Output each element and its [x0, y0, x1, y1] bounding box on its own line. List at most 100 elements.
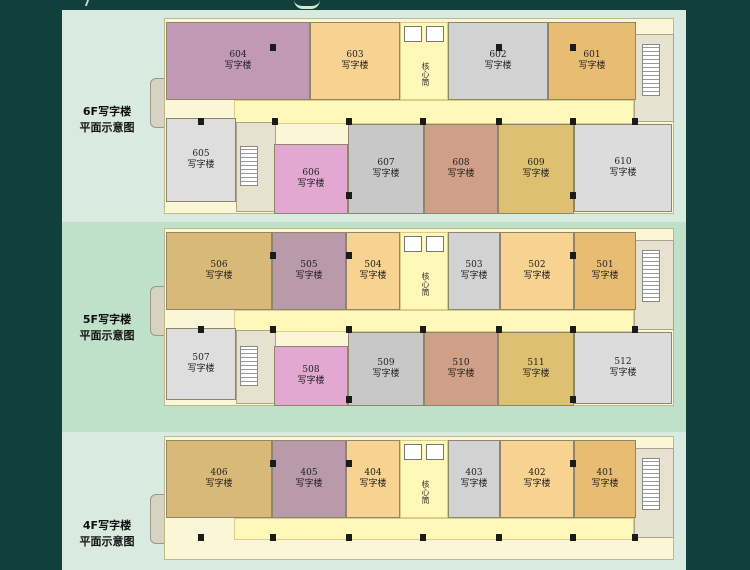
column — [496, 534, 502, 541]
unit-number: 405 — [300, 468, 318, 478]
corridor — [234, 100, 634, 124]
top-ornament-center — [294, 0, 320, 9]
unit-type: 写字楼 — [460, 271, 488, 281]
column — [632, 534, 638, 541]
unit-number: 608 — [452, 158, 470, 168]
unit-509[interactable]: 509 写字楼 — [348, 332, 424, 406]
column — [346, 252, 352, 259]
column — [570, 396, 576, 403]
west-stair — [240, 346, 258, 386]
unit-number: 607 — [377, 158, 395, 168]
column — [570, 44, 576, 51]
unit-404[interactable]: 404 写字楼 — [346, 440, 400, 518]
unit-type: 写字楼 — [295, 479, 323, 489]
unit-505[interactable]: 505 写字楼 — [272, 232, 346, 310]
column — [270, 44, 276, 51]
unit-502[interactable]: 502 写字楼 — [500, 232, 574, 310]
unit-type: 写字楼 — [205, 479, 233, 489]
unit-number: 503 — [465, 260, 483, 270]
corridor — [234, 518, 634, 540]
column — [346, 192, 352, 199]
unit-603[interactable]: 603 写字楼 — [310, 22, 400, 100]
unit-number: 605 — [192, 149, 210, 159]
unit-type: 写字楼 — [591, 271, 619, 281]
unit-601[interactable]: 601 写字楼 — [548, 22, 636, 100]
unit-608[interactable]: 608 写字楼 — [424, 124, 498, 214]
column — [270, 252, 276, 259]
unit-type: 写字楼 — [205, 271, 233, 281]
unit-402[interactable]: 402 写字楼 — [500, 440, 574, 518]
unit-401[interactable]: 401 写字楼 — [574, 440, 636, 518]
unit-508[interactable]: 508 写字楼 — [274, 346, 348, 406]
floor-label-6f: 6F写字楼 平面示意图 — [62, 104, 152, 136]
unit-type: 写字楼 — [295, 271, 323, 281]
column — [496, 44, 502, 51]
unit-number: 401 — [596, 468, 614, 478]
east-stair — [642, 44, 660, 96]
unit-type: 写字楼 — [609, 168, 637, 178]
unit-type: 写字楼 — [341, 61, 369, 71]
unit-510[interactable]: 510 写字楼 — [424, 332, 498, 406]
unit-type: 写字楼 — [372, 169, 400, 179]
unit-type: 写字楼 — [609, 368, 637, 378]
column — [570, 534, 576, 541]
column — [632, 326, 638, 333]
unit-504[interactable]: 504 写字楼 — [346, 232, 400, 310]
unit-number: 403 — [465, 468, 483, 478]
unit-type: 写字楼 — [591, 479, 619, 489]
floor-plan-6f: 604 写字楼 603 写字楼 核心筒 602 写字楼 601 写字楼 605 … — [150, 18, 674, 214]
unit-number: 609 — [527, 158, 545, 168]
unit-number: 406 — [210, 468, 228, 478]
unit-type: 写字楼 — [187, 364, 215, 374]
unit-405[interactable]: 405 写字楼 — [272, 440, 346, 518]
column — [270, 460, 276, 467]
unit-606[interactable]: 606 写字楼 — [274, 144, 348, 214]
lobby-label: 核心筒 — [421, 62, 430, 86]
unit-type: 写字楼 — [522, 169, 550, 179]
unit-403[interactable]: 403 写字楼 — [448, 440, 500, 518]
unit-507[interactable]: 507 写字楼 — [166, 328, 236, 400]
unit-604[interactable]: 604 写字楼 — [166, 22, 310, 100]
column — [420, 534, 426, 541]
unit-609[interactable]: 609 写字楼 — [498, 124, 574, 214]
elevator-shaft — [404, 236, 422, 252]
unit-number: 404 — [364, 468, 382, 478]
column — [632, 118, 638, 125]
unit-607[interactable]: 607 写字楼 — [348, 124, 424, 214]
unit-406[interactable]: 406 写字楼 — [166, 440, 272, 518]
unit-506[interactable]: 506 写字楼 — [166, 232, 272, 310]
unit-number: 610 — [614, 157, 632, 167]
top-ornament-left — [84, 0, 104, 6]
column — [346, 534, 352, 541]
unit-number: 402 — [528, 468, 546, 478]
unit-501[interactable]: 501 写字楼 — [574, 232, 636, 310]
floor-label-title: 6F写字楼 — [82, 105, 132, 118]
unit-605[interactable]: 605 写字楼 — [166, 118, 236, 202]
unit-number: 602 — [489, 50, 507, 60]
floor-label-5f: 5F写字楼 平面示意图 — [62, 312, 152, 344]
unit-503[interactable]: 503 写字楼 — [448, 232, 500, 310]
unit-512[interactable]: 512 写字楼 — [574, 332, 672, 404]
unit-610[interactable]: 610 写字楼 — [574, 124, 672, 212]
unit-type: 写字楼 — [484, 61, 512, 71]
unit-number: 601 — [583, 50, 601, 60]
floor-label-subtitle: 平面示意图 — [79, 121, 135, 134]
unit-number: 505 — [300, 260, 318, 270]
unit-type: 写字楼 — [297, 376, 325, 386]
column — [420, 118, 426, 125]
unit-number: 510 — [452, 358, 470, 368]
east-stair — [642, 458, 660, 510]
unit-number: 512 — [614, 357, 632, 367]
column — [420, 326, 426, 333]
west-stair — [240, 146, 258, 186]
unit-511[interactable]: 511 写字楼 — [498, 332, 574, 406]
column — [272, 118, 278, 125]
unit-number: 501 — [596, 260, 614, 270]
unit-type: 写字楼 — [460, 479, 488, 489]
unit-602[interactable]: 602 写字楼 — [448, 22, 548, 100]
column — [346, 326, 352, 333]
elevator-shaft — [426, 236, 444, 252]
elevator-shaft — [404, 26, 422, 42]
lobby-label: 核心筒 — [421, 272, 430, 296]
corridor — [234, 310, 634, 332]
